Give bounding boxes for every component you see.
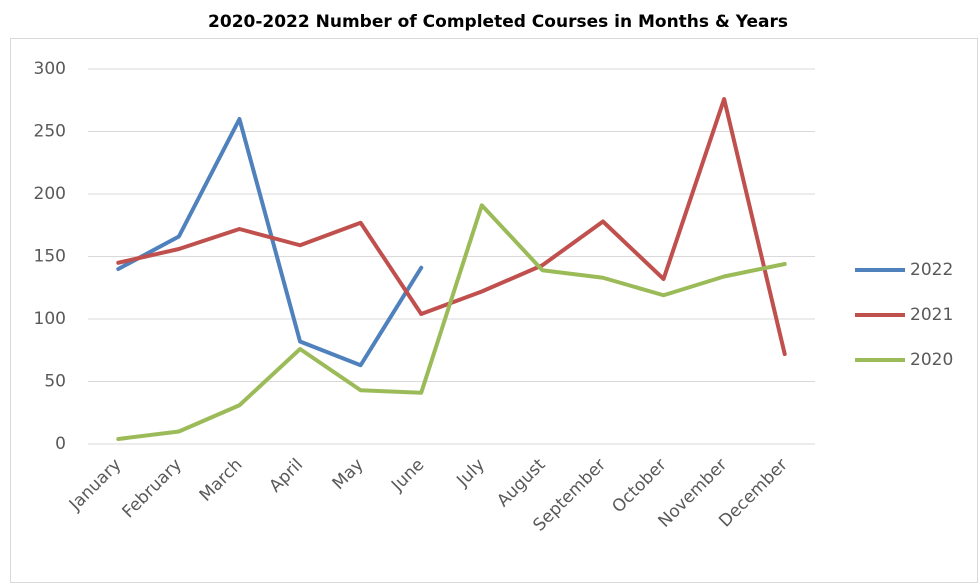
x-tick-label: October: [608, 455, 670, 517]
chart-title: 2020-2022 Number of Completed Courses in…: [208, 12, 788, 32]
y-tick-label: 250: [34, 122, 66, 142]
series-line: [116, 97, 787, 356]
legend-label: 2022: [910, 260, 953, 280]
x-tick-label: January: [65, 455, 125, 515]
x-tick-label: June: [387, 455, 428, 496]
y-tick-label: 100: [34, 309, 66, 329]
x-tick-label: July: [452, 455, 488, 491]
x-tick-label: February: [119, 455, 186, 522]
y-tick-label: 50: [44, 372, 66, 392]
x-tick-label: May: [329, 455, 368, 494]
x-tick-label: March: [196, 455, 247, 506]
x-tick-label: August: [493, 455, 549, 511]
chart-border: [10, 38, 978, 583]
y-tick-label: 0: [55, 434, 66, 454]
y-tick-label: 300: [34, 59, 66, 79]
y-tick-label: 200: [34, 184, 66, 204]
series-line: [116, 203, 787, 441]
x-tick-label: April: [265, 455, 307, 497]
y-tick-label: 150: [34, 247, 66, 267]
legend-label: 2021: [910, 305, 953, 325]
series-line: [116, 117, 424, 368]
legend-label: 2020: [910, 350, 953, 370]
